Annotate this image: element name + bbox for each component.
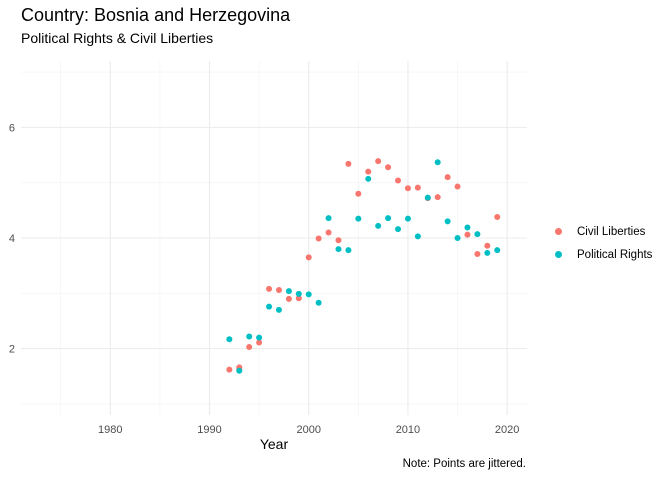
data-point bbox=[275, 306, 282, 313]
data-point bbox=[305, 291, 312, 298]
data-point bbox=[236, 367, 243, 374]
data-point bbox=[365, 168, 372, 175]
data-point bbox=[285, 295, 292, 302]
data-point bbox=[246, 333, 253, 340]
data-point bbox=[385, 215, 392, 222]
data-point bbox=[305, 254, 312, 261]
data-point bbox=[275, 286, 282, 293]
legend-item-political-rights: Political Rights bbox=[551, 243, 652, 266]
data-point bbox=[226, 336, 233, 343]
data-point bbox=[494, 213, 501, 220]
x-tick-label: 2020 bbox=[495, 424, 519, 436]
data-point bbox=[385, 164, 392, 171]
data-point bbox=[375, 158, 382, 165]
data-point bbox=[454, 183, 461, 190]
data-point bbox=[295, 290, 302, 297]
data-point bbox=[444, 218, 451, 225]
data-point bbox=[345, 160, 352, 167]
x-tick-label: 2000 bbox=[296, 424, 320, 436]
data-point bbox=[424, 194, 431, 201]
data-point bbox=[414, 233, 421, 240]
x-axis-title: Year bbox=[260, 436, 289, 452]
chart-caption: Note: Points are jittered. bbox=[402, 458, 526, 470]
chart-title: Country: Bosnia and Herzegovina bbox=[21, 5, 291, 25]
data-point bbox=[484, 242, 491, 249]
y-tick-label: 4 bbox=[9, 233, 15, 245]
data-point bbox=[375, 222, 382, 229]
data-point bbox=[226, 366, 233, 373]
data-point bbox=[256, 334, 263, 341]
data-point bbox=[335, 237, 342, 244]
data-point bbox=[444, 174, 451, 181]
data-point bbox=[285, 288, 292, 295]
y-tick-label: 2 bbox=[9, 344, 15, 356]
data-point bbox=[404, 215, 411, 222]
data-point bbox=[414, 184, 421, 191]
data-point bbox=[395, 177, 402, 184]
data-point bbox=[365, 175, 372, 182]
data-point bbox=[325, 215, 332, 222]
data-point bbox=[434, 159, 441, 166]
data-point bbox=[315, 235, 322, 242]
data-point bbox=[395, 226, 402, 233]
legend-label: Political Rights bbox=[577, 248, 653, 261]
data-point bbox=[355, 215, 362, 222]
data-point bbox=[266, 303, 273, 310]
data-point bbox=[454, 235, 461, 241]
data-point bbox=[464, 224, 471, 231]
data-point bbox=[434, 194, 441, 201]
data-point bbox=[474, 231, 481, 238]
data-point bbox=[295, 295, 302, 302]
data-point bbox=[315, 299, 322, 306]
data-point bbox=[494, 247, 501, 254]
data-point bbox=[345, 247, 352, 254]
legend-item-civil-liberties: Civil Liberties bbox=[551, 220, 652, 243]
x-tick-label: 1990 bbox=[197, 424, 221, 436]
legend-label: Civil Liberties bbox=[577, 225, 646, 238]
x-tick-label: 2010 bbox=[396, 424, 420, 436]
data-point bbox=[246, 343, 253, 350]
chart-subtitle: Political Rights & Civil Liberties bbox=[21, 30, 214, 46]
data-point bbox=[325, 229, 332, 236]
legend-dot-icon bbox=[555, 251, 562, 258]
data-point bbox=[266, 285, 273, 292]
data-point bbox=[474, 251, 481, 258]
data-point bbox=[464, 231, 471, 238]
data-point bbox=[355, 190, 362, 197]
y-tick-label: 6 bbox=[9, 122, 15, 134]
data-point bbox=[404, 185, 411, 192]
data-point bbox=[484, 249, 491, 256]
data-point bbox=[256, 339, 263, 346]
x-tick-label: 1980 bbox=[98, 424, 122, 436]
legend-dot-icon bbox=[555, 228, 562, 235]
data-point bbox=[335, 246, 342, 253]
legend: Civil Liberties Political Rights bbox=[551, 220, 652, 266]
